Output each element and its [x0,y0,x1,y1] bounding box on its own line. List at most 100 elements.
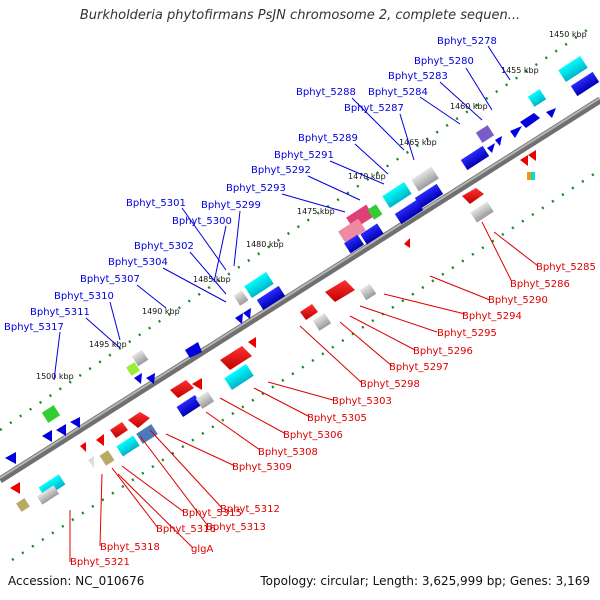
gene-block [558,56,588,82]
gene-arrow [146,373,155,384]
gene-label: Bphyt_5305 [307,413,367,424]
upper-features[interactable] [5,56,600,464]
gene-arrow [80,442,86,452]
backbone [0,97,600,483]
gene-arrow [134,373,142,384]
lower-features[interactable] [10,150,536,512]
gene-arrow [528,150,536,161]
gene-block [176,394,202,418]
gene-label: glgA [191,544,213,555]
gene-arrow [10,482,20,494]
tick-label: 1465 kbp [399,138,437,147]
gene-label: Bphyt_5315 [182,508,242,519]
gene-label: Bphyt_5321 [70,557,130,568]
gene-label: Bphyt_5307 [80,274,140,285]
gene-label: Bphyt_5318 [100,542,160,553]
gene-label: Bphyt_5290 [488,295,548,306]
gene-label: Bphyt_5317 [4,322,64,333]
tick-label: 1475 kbp [297,207,335,216]
map-title: Burkholderia phytofirmans PsJN chromosom… [79,8,521,23]
tick-label: 1450 kbp [549,30,587,39]
gene-block [359,283,377,301]
gene-arrow [520,113,540,128]
gene-block [116,435,140,457]
gene-arrow [300,304,318,320]
topology-text: Topology: circular; Length: 3,625,999 bp… [260,574,590,588]
tick-label: 1495 kbp [89,340,127,349]
tick-label: 1480 kbp [246,240,284,249]
gene-block [99,450,115,466]
gene-arrow [462,188,484,204]
gene-block [360,223,384,245]
gene-label: Bphyt_5309 [232,462,292,473]
gene-block [382,182,412,208]
gene-label: Bphyt_5295 [437,328,497,339]
tick-label: 1455 kbp [501,66,539,75]
accession-text: Accession: NC_010676 [8,574,145,588]
gene-block [131,349,149,367]
gene-block [244,272,274,298]
gene-block [527,89,547,107]
gene-arrow [185,342,202,358]
gene-label: Bphyt_5299 [201,200,261,211]
lower-guide-line [11,168,600,562]
gene-block [460,145,490,171]
tick-label: 1490 kbp [142,307,180,316]
gene-arrow [510,126,522,138]
lower-connectors [69,221,539,562]
gene-label: Bphyt_5280 [414,56,474,67]
gene-arrow [42,430,52,442]
gene-label: Bphyt_5303 [332,396,392,407]
gene-block [312,313,332,331]
gene-label: Bphyt_5298 [360,379,420,390]
gene-arrow [487,143,495,153]
gene-label: Bphyt_5292 [251,165,311,176]
gene-arrow [520,155,528,166]
gene-arrow [325,280,355,302]
gene-arrow [235,313,243,324]
gene-label: Bphyt_5286 [510,279,570,290]
gene-label: Bphyt_5289 [298,133,358,144]
tick-label: 1485 kbp [193,275,231,284]
gene-label: Bphyt_5316 [156,524,216,535]
ruler-ticks: 1450 kbp 1455 kbp 1460 kbp 1465 kbp 1470… [36,30,587,381]
gene-block [527,172,531,180]
gene-arrow [220,346,252,370]
gene-label: Bphyt_5294 [462,311,522,322]
gene-label: Bphyt_5283 [388,71,448,82]
gene-block [136,424,158,444]
gene-arrow [110,422,128,438]
gene-label: Bphyt_5291 [274,150,334,161]
gene-arrow [404,238,410,248]
gene-arrow [248,337,256,348]
gene-arrow [96,434,104,446]
gene-block [414,183,444,209]
gene-label: Bphyt_5285 [536,262,596,273]
gene-block [470,201,494,223]
gene-arrow [495,136,502,146]
gene-block [195,391,215,409]
gene-label: Bphyt_5310 [54,291,114,302]
gene-block [256,285,286,311]
gene-arrow [88,456,94,468]
gene-block [338,218,366,244]
gene-block [394,199,424,225]
gene-label: Bphyt_5288 [296,87,356,98]
upper-connectors [53,45,511,381]
lower-gene-labels: Bphyt_5285 Bphyt_5286 Bphyt_5290 Bphyt_5… [70,262,596,568]
gene-label: Bphyt_5304 [108,257,168,268]
gene-block [224,364,254,390]
gene-label: Bphyt_5306 [283,430,343,441]
gene-arrow [70,417,80,428]
tick-label: 1460 kbp [450,102,488,111]
gene-block [570,71,600,97]
gene-label: Bphyt_5297 [389,362,449,373]
upper-gene-labels: Bphyt_5278 Bphyt_5280 Bphyt_5283 Bphyt_5… [4,36,497,333]
gene-block [344,234,364,254]
gene-arrow [128,412,150,428]
gene-arrow [243,308,251,319]
gene-block [411,166,439,192]
gene-label: Bphyt_5284 [368,87,428,98]
gene-label: Bphyt_5278 [437,36,497,47]
